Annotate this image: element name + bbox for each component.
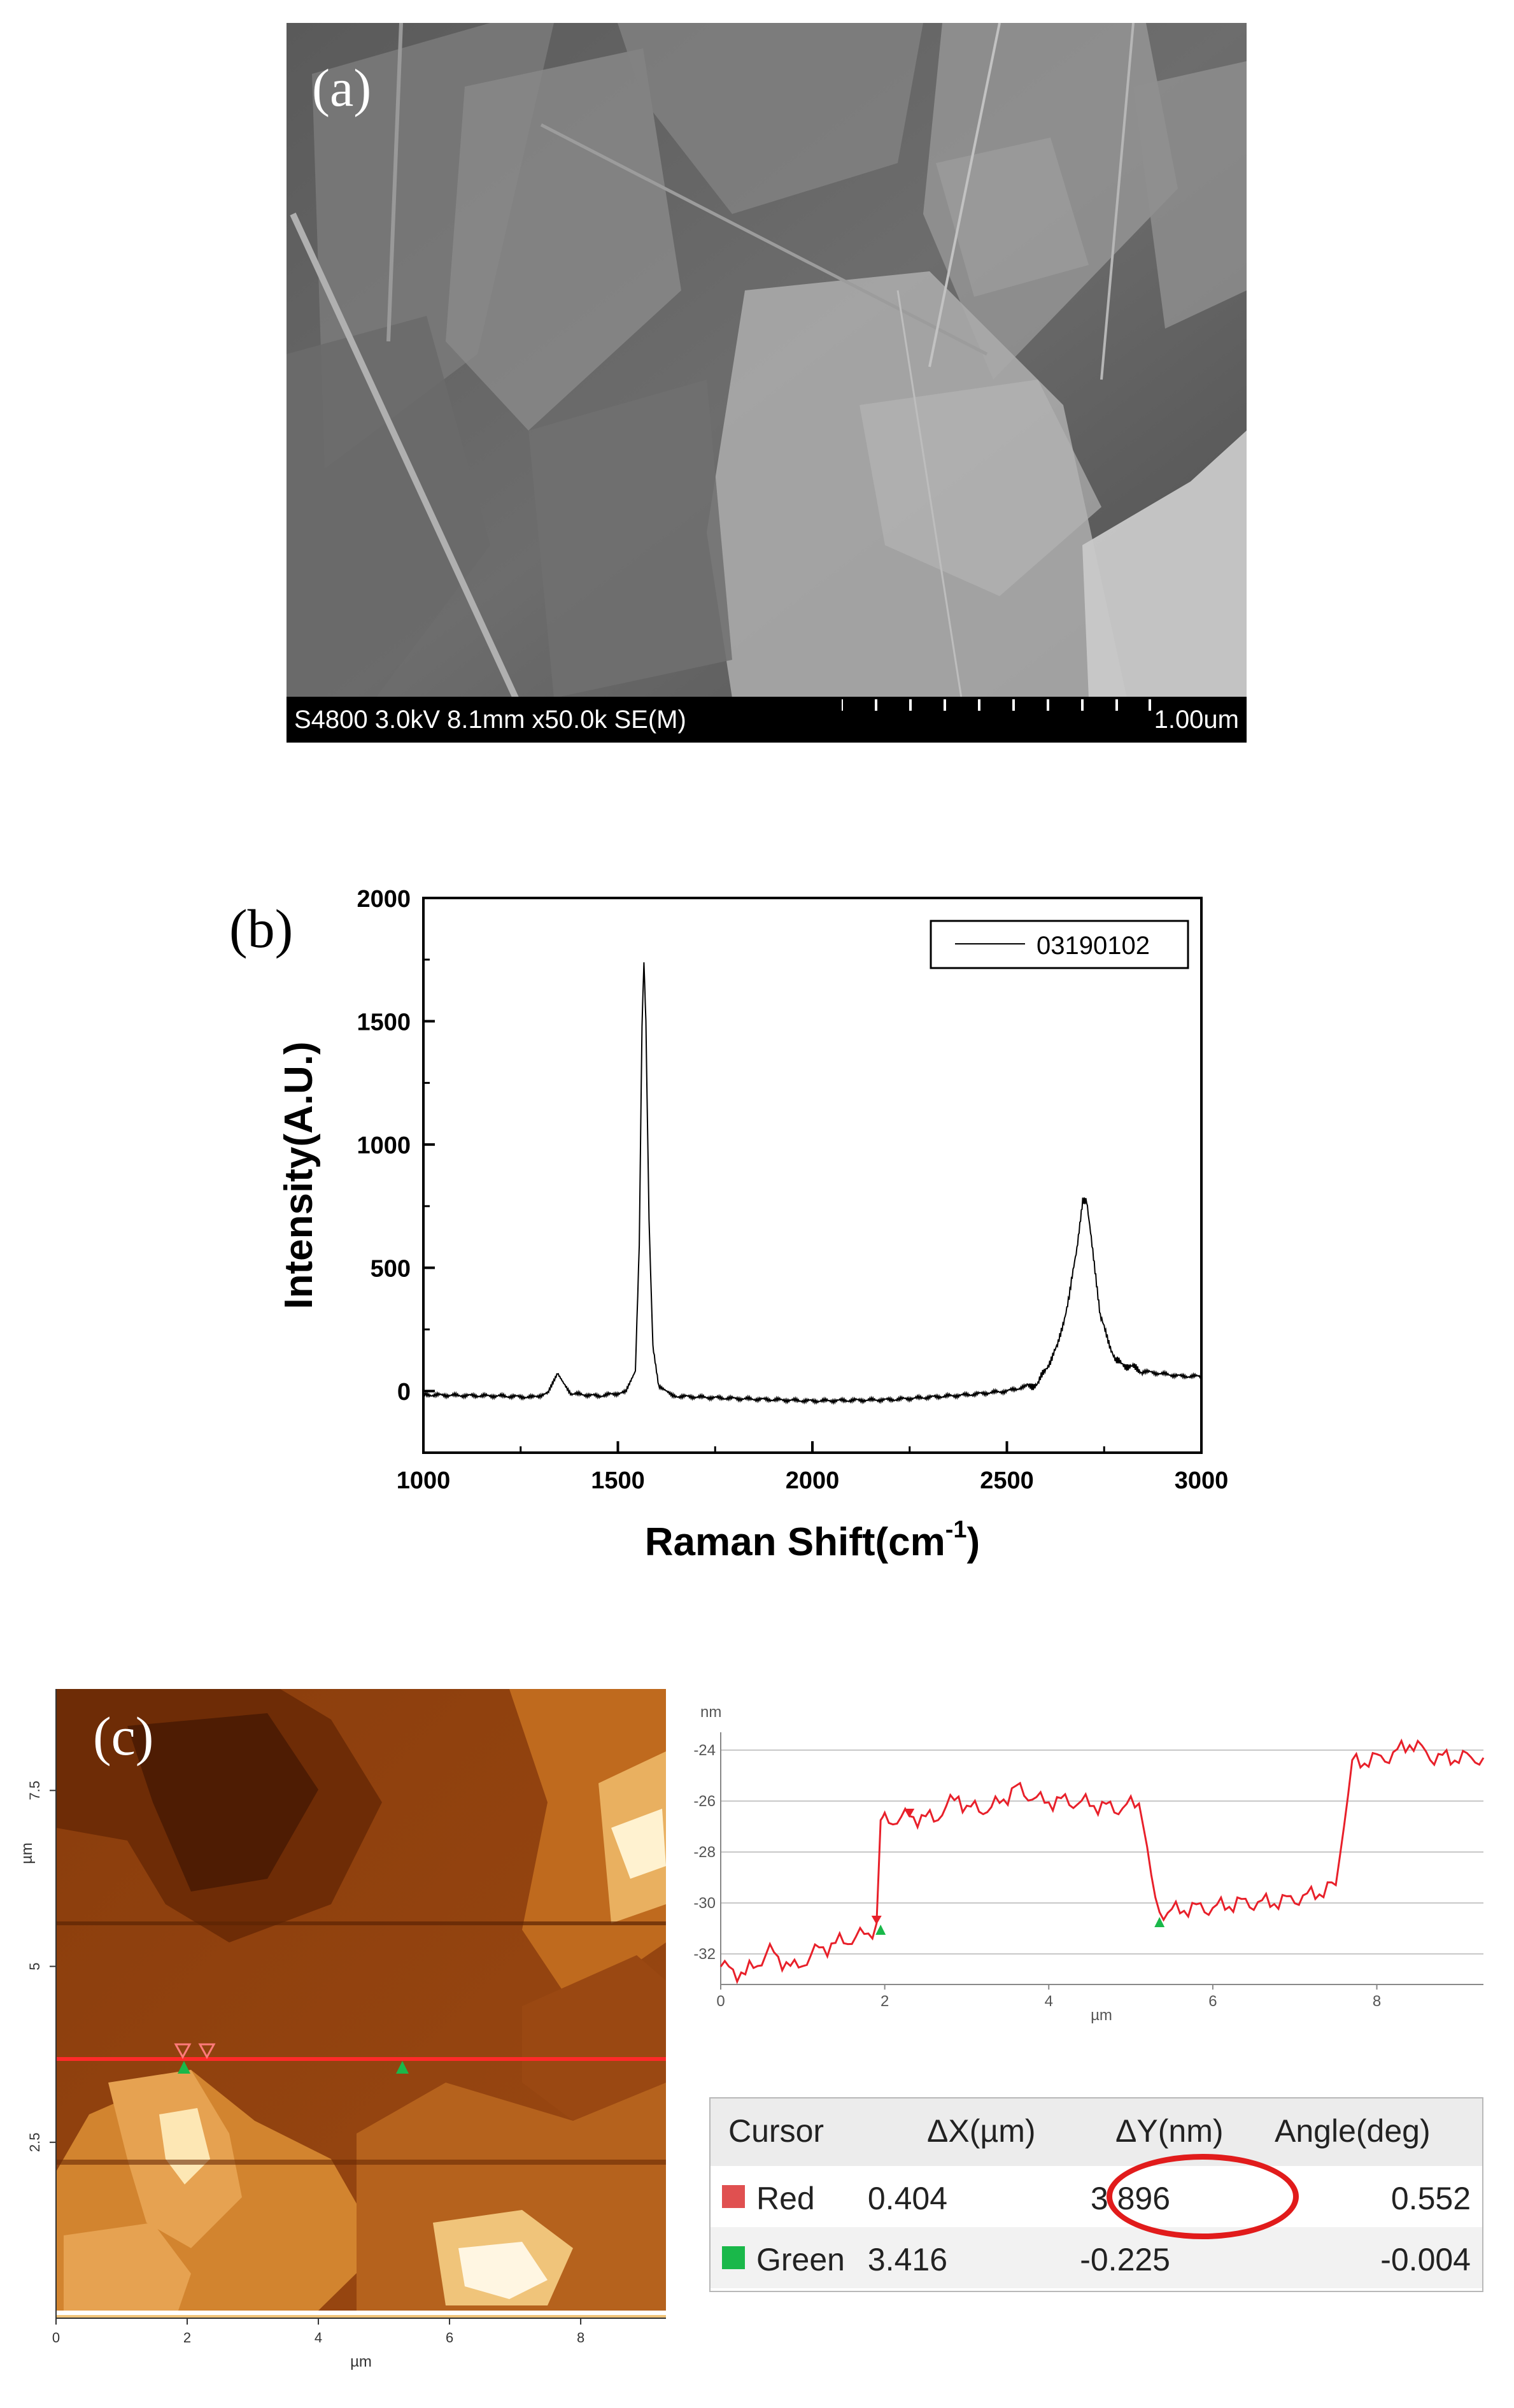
row-red-dx: 0.404 [867,2181,947,2216]
panel-a-label: (a) [312,59,372,118]
profile-green-cursor-2[interactable] [1154,1917,1165,1927]
raman-chart: 0 500 1000 1500 2000 1000 1500 2000 2500 3000 03… [0,866,1514,1605]
profile-red-cursor-2[interactable] [904,1809,915,1818]
sem-micrograph [287,23,1247,743]
row-green-dx: 3.416 [867,2242,947,2277]
red-swatch [722,2185,745,2208]
y-tick-label: 0 [397,1379,411,1406]
sem-scale-label: 1.00um [1154,706,1239,734]
red-cursor-marker-2[interactable] [198,2043,216,2060]
row-red-angle: 0.552 [1390,2181,1471,2216]
profile-red-cursor-1[interactable] [871,1916,882,1925]
header-angle: Angle(deg) [1275,2113,1431,2149]
x-axis-title: Raman Shift(cm-1) [645,1516,980,1564]
table-row-red[interactable]: Red 0.404 3.896 0.552 [711,2166,1482,2227]
y-axis-title: Intensity(A.U.) [277,1041,321,1309]
afm-height-map: 0 2 4 6 8 2.5 5 7.5 µm µm [18,1689,666,2370]
afm-x-tick-label: 6 [446,2330,453,2346]
sem-info-bar: S4800 3.0kV 8.1mm x50.0k SE(M) 1.00um [287,697,1247,743]
afm-x-tick-label: 4 [315,2330,322,2346]
cursor-table: Cursor ΔX(µm) ΔY(nm) Angle(deg) Red 0.40… [709,2097,1483,2292]
x-tick-label: 2000 [786,1467,840,1494]
height-profile-line [719,1738,1485,1984]
plot-frame [422,897,1203,1454]
row-green-angle: -0.004 [1380,2242,1471,2277]
y-tick-label: 1500 [357,1009,411,1036]
sem-image [287,23,1247,743]
afm-y-tick-label: 7.5 [27,1781,43,1800]
afm-x-tick-label: 0 [52,2330,60,2346]
x-tick-label: 1500 [591,1467,645,1494]
x-tick-label: 2500 [980,1467,1034,1494]
cursor-table-header: Cursor ΔX(µm) ΔY(nm) Angle(deg) [711,2098,1482,2166]
header-cursor: Cursor [728,2113,824,2149]
green-cursor-marker-1[interactable] [178,2061,190,2074]
afm-y-tick-label: 2.5 [27,2132,43,2152]
afm-y-unit: µm [18,1842,36,1864]
profile-y-tick-label: -32 [693,1946,716,1963]
profile-y-tick-label: -26 [693,1793,716,1810]
panel-b-label: (b) [229,898,294,959]
highlight-ellipse [1107,2154,1299,2239]
header-dy: ΔY(nm) [1115,2113,1224,2149]
profile-x-unit: µm [1091,2007,1112,2024]
green-cursor-marker-2[interactable] [396,2061,409,2074]
row-red-name: Red [756,2181,815,2216]
profile-y-unit: nm [700,1704,721,1721]
profile-y-tick-label: -30 [693,1895,716,1912]
raman-plot: 0 500 1000 1500 2000 1000 1500 2000 2500 3000 03… [277,886,1229,1564]
profile-y-tick-label: -28 [693,1844,716,1861]
profile-x-tick-label: 8 [1373,1993,1381,2010]
height-profile-plot: nm -24 -26 -28 -30 -32 0 2 4 6 8 µm [693,1704,1485,2024]
legend-label: 03190102 [1036,932,1150,960]
profile-x-tick-label: 4 [1045,1993,1053,2010]
profile-x-tick-label: 2 [881,1993,889,2010]
row-green-dy: -0.225 [1080,2242,1170,2277]
profile-y-tick-label: -24 [693,1742,716,1759]
y-tick-label: 2000 [357,886,411,913]
height-profile-chart: nm -24 -26 -28 -30 -32 0 2 4 6 8 µm [675,1694,1514,2051]
green-swatch [722,2246,745,2269]
profile-x-tick-label: 6 [1208,1993,1217,2010]
profile-green-cursor-1[interactable] [875,1925,886,1935]
afm-y-tick-label: 5 [27,1962,43,1970]
x-tick-label: 1000 [397,1467,451,1494]
header-dx: ΔX(µm) [927,2113,1036,2149]
profile-x-tick-label: 0 [716,1993,725,2010]
afm-x-unit: µm [350,2353,372,2370]
y-tick-label: 500 [371,1256,411,1283]
panel-c-label: (c) [93,1706,154,1767]
afm-panel: 0 2 4 6 8 2.5 5 7.5 µm µm [0,1675,700,2405]
sem-scale-ticks [842,699,1151,711]
y-tick-label: 1000 [357,1132,411,1159]
afm-x-tick-label: 2 [183,2330,191,2346]
row-green-name: Green [756,2242,845,2277]
x-tick-label: 3000 [1175,1467,1229,1494]
sem-acquisition-info: S4800 3.0kV 8.1mm x50.0k SE(M) [294,706,686,734]
red-cursor-marker-1[interactable] [174,2043,192,2060]
series-03190102-line [423,962,1202,1406]
table-row-green[interactable]: Green 3.416 -0.225 -0.004 [711,2227,1482,2288]
afm-x-tick-label: 8 [577,2330,584,2346]
